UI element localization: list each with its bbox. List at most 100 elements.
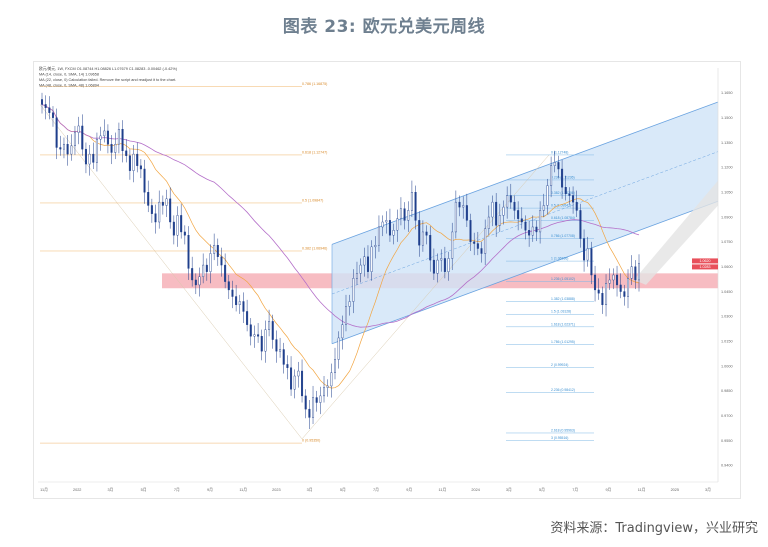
candle-body <box>308 408 311 418</box>
candle-body <box>491 201 494 218</box>
candle-body <box>260 336 263 352</box>
candle-body <box>462 205 465 208</box>
candle-body <box>77 125 80 133</box>
candle-body <box>579 210 582 239</box>
candle-body <box>509 195 512 203</box>
fib-right-label: 0.786 (1.07708) <box>551 234 575 238</box>
fib-right-label: 1.618 (1.02371) <box>551 322 575 326</box>
candle-body <box>231 289 234 297</box>
candle-body <box>249 324 252 337</box>
candle-body <box>139 165 142 170</box>
fib-right-label: 0.618 (1.08784) <box>551 216 575 220</box>
candle-body <box>128 155 131 171</box>
candle-body <box>81 125 84 150</box>
candle-body <box>183 231 186 236</box>
candle-body <box>443 258 446 272</box>
candle-body <box>220 256 223 266</box>
candle-body <box>638 263 641 281</box>
candle-body <box>440 258 443 261</box>
candle-body <box>209 253 212 272</box>
fib-right-label: 1.236 (1.05102) <box>551 277 575 281</box>
fib-right-label: 1.786 (1.01295) <box>551 340 575 344</box>
candle-body <box>627 278 630 297</box>
x-tick-label: 3月 <box>705 487 711 492</box>
candlesticks <box>40 92 641 430</box>
candle-body <box>359 264 362 274</box>
x-tick-label: 11月 <box>239 487 247 492</box>
y-tick-label: 1.0150 <box>721 340 733 344</box>
x-tick-label: 9月 <box>406 487 412 492</box>
candle-body <box>425 231 428 236</box>
candle-body <box>418 220 421 246</box>
x-tick-label: 7月 <box>174 487 180 492</box>
candle-body <box>334 359 337 373</box>
candle-body <box>553 162 556 166</box>
candle-body <box>326 385 329 388</box>
fib-right-label: 1.382 (1.03888) <box>551 297 575 301</box>
candle-body <box>344 306 347 325</box>
candle-body <box>161 201 164 206</box>
candle-body <box>279 349 282 352</box>
candle-body <box>84 148 87 165</box>
candle-body <box>315 397 318 403</box>
candle-body <box>235 296 238 306</box>
price-tag-bg <box>692 258 718 264</box>
candle-body <box>191 268 194 281</box>
fib-right-label: 0 (1.12748) <box>551 150 568 154</box>
candle-body <box>502 206 505 216</box>
fib-right-label: 3 (0.95516) <box>551 436 568 440</box>
candle-body <box>608 279 611 284</box>
candle-body <box>147 191 150 206</box>
candle-body <box>388 220 391 236</box>
candle-body <box>286 364 289 368</box>
regression-channel <box>39 101 719 440</box>
candle-body <box>451 231 454 259</box>
x-tick-label: 2024 <box>471 488 479 492</box>
fib-left-label: 0.786 (1.16875) <box>302 82 327 86</box>
fib-right-label: 1.5 (1.03128) <box>551 310 571 314</box>
candle-body <box>605 283 608 306</box>
candle-body <box>282 349 285 365</box>
candle-body <box>454 201 457 233</box>
chart-frame: 0.786 (1.16875) 0.618 (1.12747) 0.5 (1.098… <box>33 61 741 507</box>
candle-body <box>55 117 58 148</box>
candle-body <box>169 198 172 223</box>
candle-body <box>213 244 216 254</box>
candle-body <box>473 241 476 244</box>
price-tag-label: 1.0620 <box>700 259 711 263</box>
axes: 1.1650 1.1500 1.1350 1.1200 1.1050 1.0900 1.07… <box>38 68 733 492</box>
x-tick-label: 11月 <box>638 487 646 492</box>
candle-body <box>238 301 241 306</box>
candle-body <box>623 291 626 297</box>
candle-body <box>550 165 553 186</box>
x-tick-label: 7月 <box>572 487 578 492</box>
fib-right-label: 2.236 (0.98412) <box>551 388 575 392</box>
candle-body <box>51 112 54 118</box>
candle-body <box>205 264 208 272</box>
fib-left-label: 0.618 (1.12747) <box>302 150 327 154</box>
fib-left-label: 0.382 (1.06946) <box>302 246 327 250</box>
candle-body <box>194 279 197 286</box>
candle-body <box>436 259 439 274</box>
candle-body <box>381 221 384 228</box>
candle-body <box>432 259 435 274</box>
y-tick-label: 0.9400 <box>721 464 733 468</box>
chart-legend: 欧元/美元, 1W, FXCM O1.08744 H1.08826 L1.076… <box>39 66 178 88</box>
candle-body <box>297 370 300 377</box>
candle-body <box>275 339 278 352</box>
candle-body <box>535 226 538 233</box>
x-tick-label: 5月 <box>141 487 147 492</box>
candle-body <box>583 238 586 261</box>
price-tag-bg <box>692 264 718 270</box>
fib-right-label: 2.618 (0.95963) <box>551 428 575 432</box>
candle-body <box>396 218 399 231</box>
candle-body <box>341 324 344 339</box>
x-tick-label: 3月 <box>307 487 313 492</box>
candle-body <box>180 215 183 233</box>
candle-body <box>476 243 479 249</box>
candle-body <box>561 168 564 188</box>
candle-body <box>224 264 227 282</box>
diagonal-left <box>39 104 303 440</box>
y-tick-label: 1.0900 <box>721 215 733 219</box>
candle-body <box>301 370 304 397</box>
